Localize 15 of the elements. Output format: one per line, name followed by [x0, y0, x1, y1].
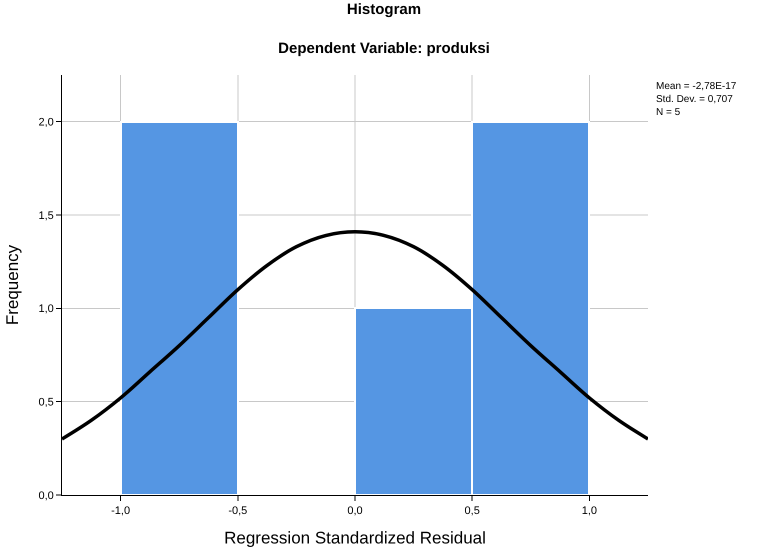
y-axis-title: Frequency — [3, 244, 22, 326]
x-tick-label: 0,0 — [347, 505, 363, 518]
y-tick-label: 1,5 — [38, 210, 54, 222]
y-tick-label: 1,0 — [38, 303, 54, 316]
chart-title: Histogram — [346, 0, 422, 18]
y-tick-label: 0,5 — [38, 396, 54, 409]
chart-subtitle: Dependent Variable: produksi — [278, 40, 490, 57]
text: Mean = -2,78E-17 Std. Dev. = 0,707 N = 5 — [656, 81, 737, 118]
x-tick-label: 0,5 — [464, 505, 480, 518]
x-tick-label: -1,0 — [111, 505, 130, 518]
x-tick-label: 1,0 — [582, 505, 598, 518]
y-tick-label: 2,0 — [38, 116, 54, 129]
x-tick-label: -0,5 — [228, 505, 248, 518]
x-axis-title: Regression Standardized Residual — [224, 528, 486, 548]
y-tick-label: 0,0 — [38, 490, 54, 502]
